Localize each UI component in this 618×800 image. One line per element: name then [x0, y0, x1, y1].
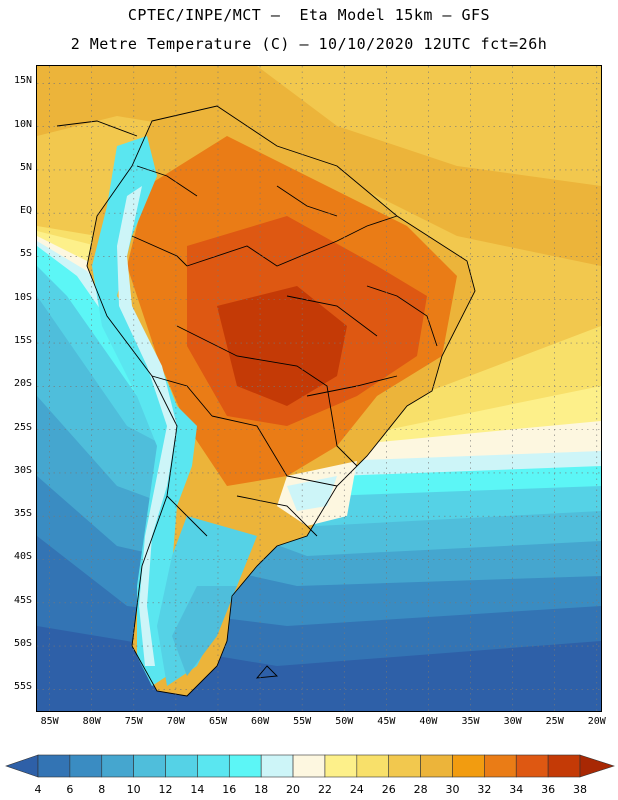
- colorbar-level-label: 22: [317, 783, 332, 796]
- colorbar-swatch: [356, 754, 390, 778]
- colorbar-swatch: [69, 754, 103, 778]
- lon-label: 20W: [587, 716, 606, 727]
- colorbar-swatch: [37, 754, 71, 778]
- lon-label: 50W: [335, 716, 354, 727]
- colorbar-swatch: [388, 754, 421, 778]
- colorbar-level-label: 10: [126, 783, 141, 796]
- map-title-line-2: 2 Metre Temperature (C) – 10/10/2020 12U…: [70, 35, 548, 53]
- temperature-map: [36, 65, 602, 712]
- colorbar-level-label: 8: [98, 783, 106, 796]
- colorbar-level-label: 24: [349, 783, 364, 796]
- lat-label: 10S: [13, 291, 32, 303]
- border-brazil-states-ne: [366, 285, 438, 347]
- lon-label: 65W: [208, 716, 228, 727]
- border-peru-bolivia: [151, 375, 213, 417]
- andes-peak-strip: [117, 186, 177, 666]
- border-brazil-states-central: [286, 295, 378, 337]
- colorbar-level-label: 30: [445, 783, 460, 796]
- lat-label: 15N: [13, 75, 32, 87]
- colorbar-swatch: [165, 754, 198, 778]
- colorbar-level-label: 28: [413, 783, 428, 796]
- colorbar-swatch: [228, 754, 262, 778]
- colorbar-level-label: 32: [477, 783, 492, 796]
- colorbar-level-label: 16: [222, 783, 237, 796]
- border-argentina-uruguay: [236, 495, 318, 537]
- colorbar-level-label: 6: [66, 783, 74, 796]
- lon-label: 30W: [503, 716, 522, 727]
- colorbar-swatch: [484, 754, 517, 778]
- lon-label: 85W: [40, 716, 59, 727]
- border-venezuela-colombia: [136, 165, 198, 197]
- lat-label: 45S: [13, 594, 32, 606]
- colorbar-swatch: [547, 754, 581, 778]
- colorbar-swatch: [452, 754, 485, 778]
- colorbar-level-label: 34: [509, 783, 524, 796]
- lat-label: 25S: [13, 421, 32, 433]
- country-borders: [56, 105, 476, 697]
- uruguay-cool: [287, 476, 337, 511]
- lat-label: EQ: [19, 205, 32, 217]
- band-28-north: [257, 66, 601, 186]
- lat-label: 15S: [13, 335, 32, 347]
- colorbar-level-label: 20: [286, 783, 301, 796]
- colorbar-swatch: [101, 754, 134, 778]
- border-bolivia-brazil: [176, 325, 358, 467]
- coast-central-america: [56, 120, 138, 137]
- colorbar-level-label: 38: [573, 783, 587, 796]
- colorbar-level-label: 14: [190, 783, 205, 796]
- border-paraguay-argentina: [211, 415, 338, 487]
- lon-label: 40W: [419, 716, 438, 727]
- colorbar-level-label: 12: [158, 783, 173, 796]
- lon-label: 25W: [545, 716, 564, 727]
- colorbar-level-label: 26: [381, 783, 396, 796]
- lat-label: 40S: [13, 551, 32, 563]
- lat-label: 30S: [13, 464, 32, 476]
- colorbar-level-label: 4: [34, 783, 42, 796]
- lon-label: 35W: [461, 716, 480, 727]
- lon-label: 45W: [377, 716, 396, 727]
- colorbar-swatch: [515, 754, 549, 778]
- border-chile-argentina: [166, 495, 208, 537]
- colorbar-swatch: [197, 754, 230, 778]
- colorbar-level-label: 36: [541, 783, 556, 796]
- lat-label: 10N: [13, 118, 32, 130]
- border-brazil-states-south: [306, 375, 398, 397]
- colorbar-swatch: [260, 754, 294, 778]
- colorbar-extend-low: [5, 754, 39, 778]
- colorbar-swatch: [292, 754, 326, 778]
- border-amazon-north: [186, 215, 398, 267]
- hot-region-38: [217, 286, 347, 406]
- lat-lon-grid: [37, 66, 601, 711]
- border-guianas: [276, 185, 338, 217]
- colorbar-extend-high: [579, 754, 615, 778]
- lon-label: 55W: [293, 716, 312, 727]
- lon-label: 75W: [124, 716, 143, 727]
- colorbar-swatch: [420, 754, 453, 778]
- patagonia-colder: [172, 586, 237, 676]
- map-title-line-1: CPTEC/INPE/MCT – Eta Model 15km – GFS: [127, 6, 491, 24]
- lat-label: 5N: [19, 161, 32, 173]
- continent-temperature: [87, 106, 475, 696]
- lon-label: 80W: [82, 716, 101, 727]
- colorbar-swatch: [324, 754, 358, 778]
- lat-label: 55S: [13, 681, 32, 693]
- map-canvas: [37, 66, 601, 711]
- temperature-colorbar: [5, 754, 615, 778]
- falkland-islands: [255, 665, 278, 679]
- lat-label: 5S: [19, 248, 32, 260]
- lon-label: 60W: [251, 716, 270, 727]
- colorbar-swatch: [133, 754, 166, 778]
- colorbar-level-label: 18: [254, 783, 269, 796]
- continent-outline: [86, 105, 476, 697]
- lat-label: 50S: [13, 638, 32, 650]
- lat-label: 35S: [13, 508, 32, 520]
- lat-label: 20S: [13, 378, 32, 390]
- lon-label: 70W: [166, 716, 185, 727]
- border-colombia-peru: [131, 235, 188, 267]
